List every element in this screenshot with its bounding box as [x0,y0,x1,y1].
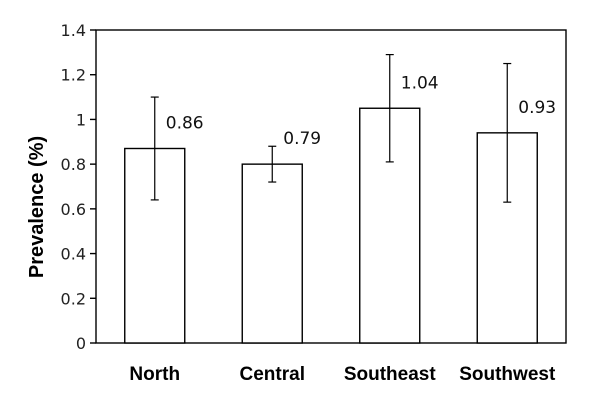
x-tick-label: Central [240,364,305,385]
data-label: 0.79 [283,129,321,149]
y-tick-label: 0.2 [61,289,86,308]
plot-frame [95,29,567,344]
x-tick-label: Southeast [344,364,437,385]
x-tick-label: North [129,364,180,385]
bar [241,163,303,344]
y-tick-label: 0.6 [61,200,86,219]
y-tick-label: 1.4 [61,21,86,40]
plot-area: 0 0.2 0.4 0.6 0.8 1 1.2 1.4 0.86 North 0.79 Central… [61,21,567,385]
y-tick-label: 1 [76,110,86,129]
data-label: 0.86 [166,113,204,133]
data-label: 0.93 [518,98,556,118]
y-tick-label: 0 [76,334,86,353]
y-tick-label: 0.4 [61,245,86,264]
data-label: 1.04 [401,73,439,93]
x-tick-label: Southwest [459,364,556,385]
y-tick-label: 0.8 [61,155,86,174]
y-tick-label: 1.2 [61,66,86,85]
y-axis-label: Prevalence (%) [26,136,48,278]
bar [124,147,186,344]
